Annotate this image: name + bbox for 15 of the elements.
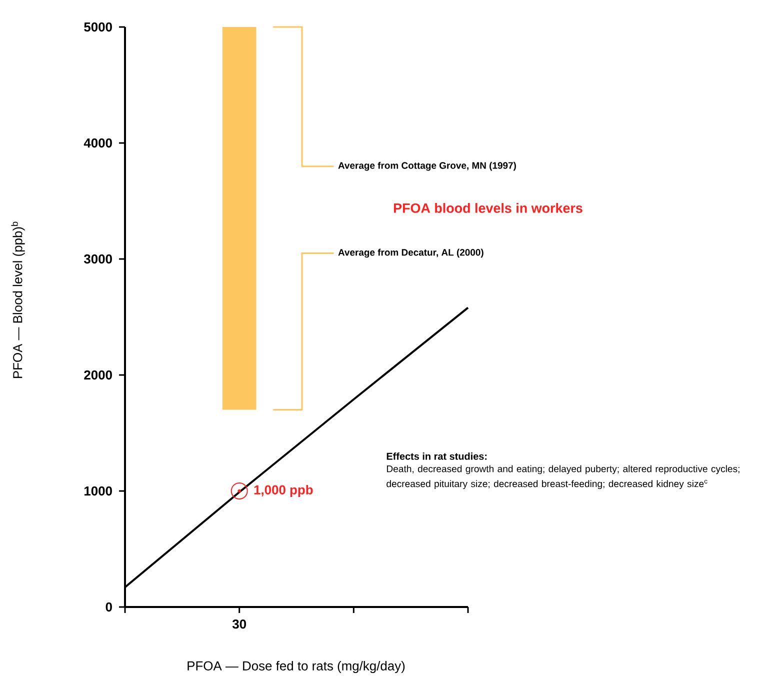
y-tick-label: 1000 — [84, 486, 112, 496]
x-tick-label: 30 — [232, 620, 246, 629]
annotation: Average from Decatur, AL (2000) — [338, 248, 484, 258]
x-axis-title: PFOA — Dose fed to rats (mg/kg/day) — [188, 660, 405, 674]
annotation: 1,000 ppb — [254, 484, 313, 498]
annotation: Average from Cottage Grove, MN (1997) — [338, 162, 516, 171]
annotation: Death, decreased growth and eating; delayed puberty; altered reproductive cycles; decreased pituitary size; decreased breast-feeding; decreased kidney size$^{c}$ — [386, 465, 740, 490]
y-tick-label: 4000 — [84, 138, 112, 148]
y-tick-label: 2000 — [84, 370, 112, 380]
y-tick-label: 0 — [106, 602, 112, 612]
annotation: Effects in rat studies: — [386, 452, 487, 460]
y-tick-label: 3000 — [84, 254, 112, 264]
y-tick-label: 5000 — [84, 22, 112, 32]
y-axis-title: PFOA — Blood level (ppb)$^{b}$ — [11, 222, 25, 378]
annotation: PFOA blood levels in workers — [394, 203, 582, 213]
